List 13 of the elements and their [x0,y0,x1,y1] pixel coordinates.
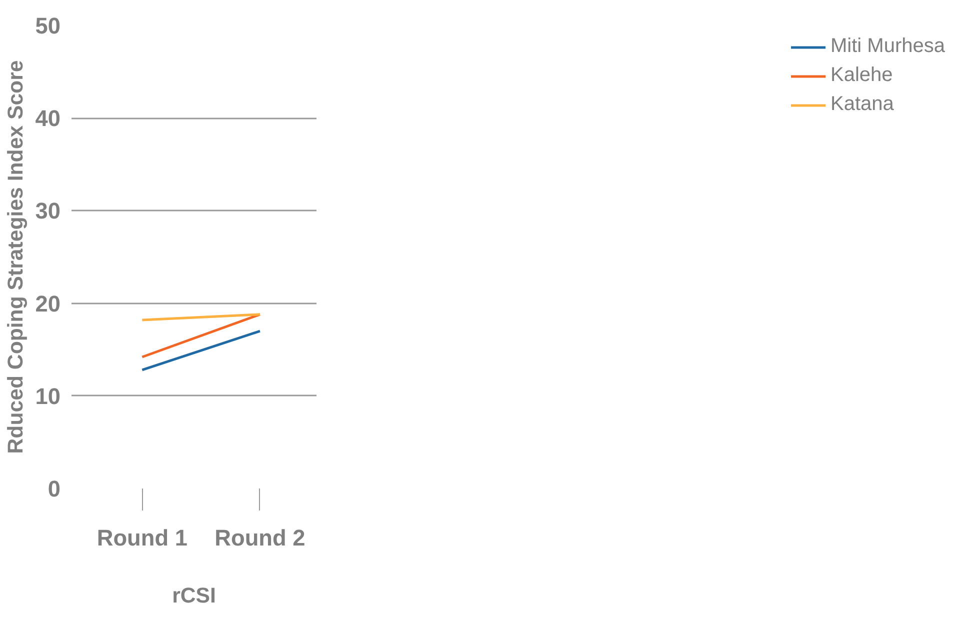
y-tick-label: 10 [35,382,60,409]
x-axis-title: rCSI [172,584,216,608]
x-tick-label: Round 1 [96,524,188,550]
x-tick-label: Round 2 [214,524,306,550]
y-tick-label: 50 [35,12,60,38]
y-tick-label: 30 [35,198,60,224]
legend-label: Katana [830,93,894,116]
y-axis-title: Rduced Coping Strategies Index Score [3,60,28,454]
y-tick-label: 40 [35,105,60,132]
y-tick-label: 20 [35,290,60,316]
legend-label: Miti Murhesa [830,35,945,58]
legend-label: Kalehe [830,64,893,87]
y-tick-label: 0 [48,476,61,502]
